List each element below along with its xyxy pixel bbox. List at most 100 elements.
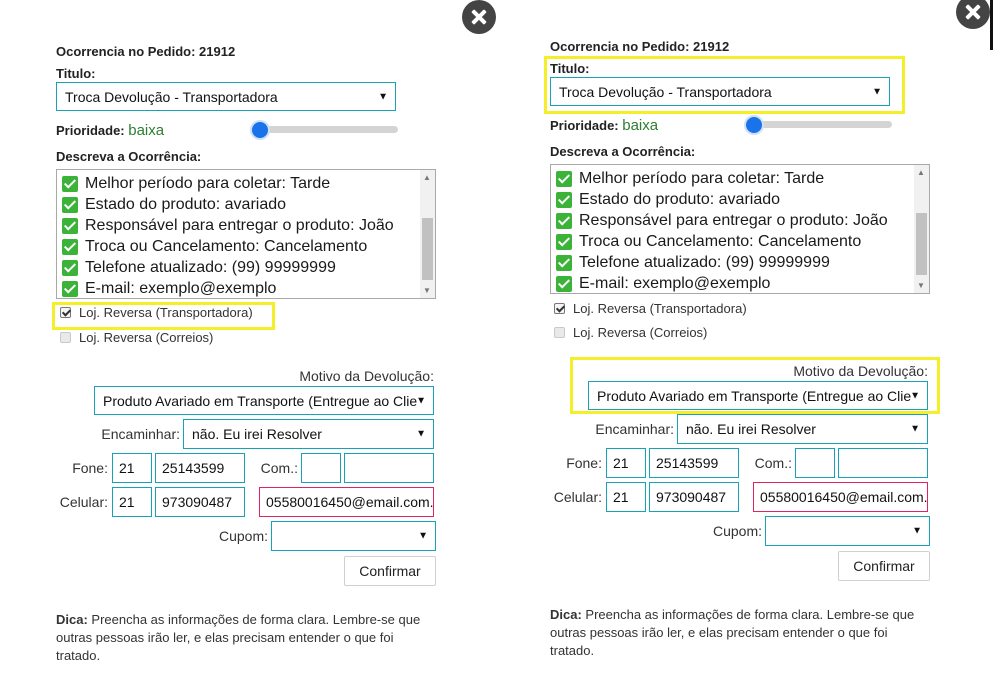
scroll-up-icon[interactable]: ▲ — [423, 173, 431, 182]
forward-select-value: não. Eu irei Resolver — [686, 421, 816, 437]
hint-body: Preencha as informações de forma clara. … — [56, 612, 421, 663]
cell-number-input[interactable]: 973090487 — [649, 482, 739, 512]
window-edge — [990, 0, 993, 50]
com-ddd-input[interactable] — [795, 448, 835, 478]
coupon-label: Cupom: — [218, 528, 268, 544]
scroll-thumb[interactable] — [422, 218, 433, 280]
confirm-button[interactable]: Confirmar — [838, 551, 930, 581]
description-textarea[interactable]: Melhor período para coletar: Tarde Estad… — [550, 164, 930, 294]
check-mark-icon — [62, 280, 78, 297]
checkbox-reverse-carrier[interactable]: Loj. Reversa (Transportadora) — [554, 301, 747, 316]
cell-ddd-input[interactable]: 21 — [112, 487, 152, 517]
description-line: Telefone atualizado: (99) 99999999 — [556, 252, 830, 273]
order-label: Ocorrencia no Pedido: 21912 — [56, 44, 236, 59]
scroll-thumb[interactable] — [916, 213, 927, 275]
close-icon[interactable] — [956, 0, 990, 29]
reason-label: Motivo da Devolução: — [793, 363, 928, 379]
description-line: Melhor período para coletar: Tarde — [556, 168, 824, 189]
check-mark-icon — [556, 191, 572, 208]
title-label: Titulo: — [56, 66, 96, 81]
check-mark-icon — [62, 217, 78, 234]
reason-select[interactable]: Produto Avariado em Transporte (Entregue… — [94, 386, 434, 415]
cell-label: Celular: — [59, 494, 108, 510]
description-line: Melhor período para coletar: Tarde — [62, 173, 330, 194]
phone-number-input[interactable]: 25143599 — [155, 453, 245, 483]
phone-ddd-input[interactable]: 21 — [112, 453, 152, 483]
description-line: Estado do produto: avariado — [556, 189, 780, 210]
forward-select-value: não. Eu irei Resolver — [192, 426, 322, 442]
priority-value: baixa — [622, 117, 659, 134]
scroll-down-icon[interactable]: ▼ — [917, 281, 925, 290]
confirm-button[interactable]: Confirmar — [344, 556, 436, 586]
description-textarea[interactable]: Melhor período para coletar: Tarde Estad… — [56, 169, 436, 299]
com-number-input[interactable] — [838, 448, 928, 478]
com-number-input[interactable] — [344, 453, 434, 483]
scroll-up-icon[interactable]: ▲ — [917, 168, 925, 177]
phone-ddd-input[interactable]: 21 — [606, 448, 646, 478]
reason-select-value: Produto Avariado em Transporte (Entregue… — [103, 392, 418, 409]
coupon-select[interactable]: ▼ — [271, 521, 436, 551]
chevron-down-icon: ▼ — [872, 86, 882, 97]
priority-slider-thumb[interactable] — [250, 120, 270, 140]
email-input[interactable]: 05580016450@email.com. — [753, 482, 928, 512]
phone-label: Fone: — [566, 455, 602, 471]
checkbox-icon[interactable] — [60, 307, 71, 318]
chevron-down-icon: ▼ — [910, 390, 920, 401]
order-label: Ocorrencia no Pedido: 21912 — [550, 39, 730, 54]
form-panel-right: Ocorrencia no Pedido: 21912 Titulo: Troc… — [494, 0, 990, 687]
description-scrollbar[interactable]: ▲ ▼ — [420, 170, 435, 298]
title-select[interactable]: Troca Devolução - Transportadora ▼ — [56, 82, 396, 111]
hint-bold: Dica: — [550, 607, 582, 622]
hint-text: Dica: Preencha as informações de forma c… — [56, 611, 440, 665]
checkbox-icon[interactable] — [60, 332, 71, 343]
email-input[interactable]: 05580016450@email.com. — [259, 487, 434, 517]
description-scrollbar[interactable]: ▲ ▼ — [914, 165, 929, 293]
checkbox-reverse-post[interactable]: Loj. Reversa (Correios) — [60, 330, 213, 345]
description-line: Troca ou Cancelamento: Cancelamento — [556, 231, 861, 252]
description-line: Telefone atualizado: (99) 99999999 — [62, 257, 336, 278]
description-label: Descreva a Ocorrência: — [550, 144, 696, 159]
title-select[interactable]: Troca Devolução - Transportadora ▼ — [550, 77, 890, 106]
chevron-down-icon: ▼ — [418, 530, 428, 542]
cell-label: Celular: — [553, 489, 602, 505]
hint-bold: Dica: — [56, 612, 88, 627]
cell-ddd-input[interactable]: 21 — [606, 482, 646, 512]
check-mark-icon — [556, 233, 572, 250]
title-select-value: Troca Devolução - Transportadora — [65, 88, 278, 105]
title-label: Titulo: — [550, 61, 590, 76]
chevron-down-icon: ▼ — [416, 395, 426, 406]
description-line: Responsável para entregar o produto: Joã… — [62, 215, 394, 236]
description-line: E-mail: exemplo@exemplo — [62, 278, 276, 298]
coupon-label: Cupom: — [712, 523, 762, 539]
hint-text: Dica: Preencha as informações de forma c… — [550, 606, 934, 660]
check-mark-icon — [556, 212, 572, 229]
checkbox-icon[interactable] — [554, 327, 565, 338]
chevron-down-icon: ▼ — [378, 91, 388, 102]
priority-slider[interactable] — [746, 121, 892, 128]
phone-number-input[interactable]: 25143599 — [649, 448, 739, 478]
priority-row: Prioridade: baixa — [56, 122, 164, 139]
forward-select[interactable]: não. Eu irei Resolver ▼ — [677, 414, 928, 444]
coupon-select[interactable]: ▼ — [765, 516, 930, 546]
check-mark-icon — [62, 175, 78, 192]
chevron-down-icon: ▼ — [416, 428, 426, 440]
forward-label: Encaminhar: — [101, 426, 180, 442]
checkbox-reverse-post[interactable]: Loj. Reversa (Correios) — [554, 325, 707, 340]
description-label: Descreva a Ocorrência: — [56, 149, 202, 164]
reason-select[interactable]: Produto Avariado em Transporte (Entregue… — [588, 381, 928, 410]
com-ddd-input[interactable] — [301, 453, 341, 483]
scroll-down-icon[interactable]: ▼ — [423, 286, 431, 295]
priority-slider[interactable] — [252, 126, 398, 133]
priority-slider-thumb[interactable] — [744, 115, 764, 135]
priority-label: Prioridade: — [550, 118, 619, 133]
checkbox-icon[interactable] — [554, 303, 565, 314]
check-mark-icon — [556, 275, 572, 292]
form-panel-left: Ocorrencia no Pedido: 21912 Titulo: Troc… — [0, 0, 496, 687]
cell-number-input[interactable]: 973090487 — [155, 487, 245, 517]
check-mark-icon — [62, 259, 78, 276]
chevron-down-icon: ▼ — [910, 423, 920, 435]
priority-value: baixa — [128, 122, 165, 139]
forward-select[interactable]: não. Eu irei Resolver ▼ — [183, 419, 434, 449]
checkbox-reverse-carrier[interactable]: Loj. Reversa (Transportadora) — [60, 305, 253, 320]
close-icon[interactable] — [462, 0, 496, 34]
